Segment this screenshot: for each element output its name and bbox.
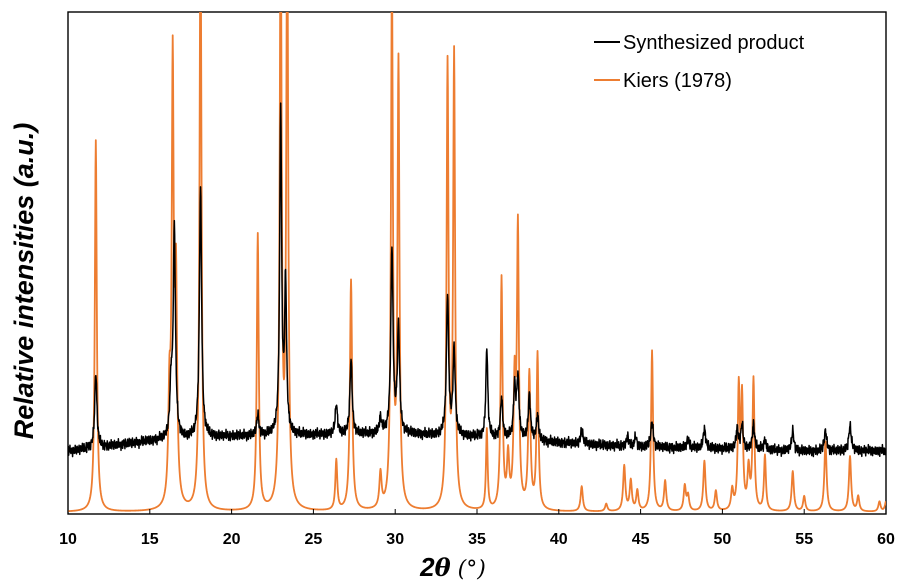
x-tick-label-50: 50 xyxy=(714,531,732,548)
x-tick-label-25: 25 xyxy=(305,531,323,548)
x-tick-layer: 10 15 20 25 30 35 40 45 50 55 60 xyxy=(59,509,895,548)
x-tick-label-40: 40 xyxy=(550,531,568,548)
series-line-synthesized-product xyxy=(68,102,886,458)
legend-label-kiers-1978: Kiers (1978) xyxy=(623,70,732,92)
x-tick-label-60: 60 xyxy=(877,531,895,548)
plot-area: 10 15 20 25 30 35 40 45 50 55 60 xyxy=(59,11,895,548)
x-tick-label-35: 35 xyxy=(468,531,486,548)
x-tick-label-20: 20 xyxy=(223,531,241,548)
x-tick-label-15: 15 xyxy=(141,531,159,548)
x-tick-label-30: 30 xyxy=(386,531,404,548)
legend: Synthesized product Kiers (1978) xyxy=(594,32,805,92)
x-axis-label-factor: 2 xyxy=(419,552,435,582)
series-layer xyxy=(68,12,886,513)
x-axis-label-unit: (°) xyxy=(451,557,486,582)
y-axis-label: Relative intensities (a.u.) xyxy=(9,123,39,440)
x-axis-label-symbol: θ xyxy=(435,553,451,582)
series-line-kiers-1978 xyxy=(68,12,886,513)
x-axis-label: 2θ (°) xyxy=(419,552,486,582)
x-tick-label-10: 10 xyxy=(59,531,77,548)
x-tick-label-55: 55 xyxy=(795,531,813,548)
legend-label-synthesized-product: Synthesized product xyxy=(623,32,805,54)
x-tick-label-45: 45 xyxy=(632,531,650,548)
